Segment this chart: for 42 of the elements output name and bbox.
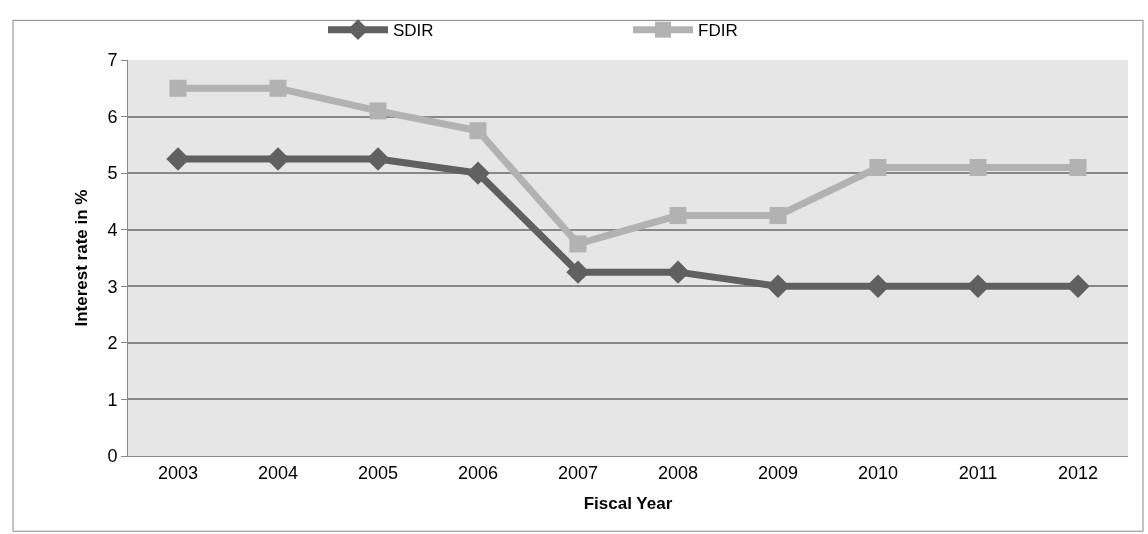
point <box>166 147 190 171</box>
point <box>869 158 887 176</box>
point <box>269 79 287 97</box>
point <box>266 147 290 171</box>
point <box>669 207 687 225</box>
point <box>969 158 987 176</box>
x-tick-label: 2007 <box>557 462 599 483</box>
x-tick-label: 2010 <box>857 462 899 483</box>
y-tick-label: 5 <box>107 163 118 184</box>
y-tick-label: 7 <box>107 50 118 71</box>
x-tick-label: 2003 <box>157 462 199 483</box>
point <box>566 260 590 284</box>
y-tick-label: 1 <box>107 389 118 410</box>
point <box>966 274 990 298</box>
x-tick-label: 2011 <box>958 462 998 483</box>
point <box>769 207 787 225</box>
y-tick-label: 6 <box>107 106 118 127</box>
point <box>169 79 187 97</box>
point <box>1069 158 1087 176</box>
x-tick-label: 2005 <box>357 462 399 483</box>
x-tick-label: 2004 <box>257 462 299 483</box>
point <box>1066 274 1090 298</box>
y-tick-label: 2 <box>107 333 118 354</box>
legend-label: FDIR <box>698 21 738 41</box>
x-tick-label: 2006 <box>457 462 499 483</box>
x-tick-label: 2009 <box>757 462 799 483</box>
x-tick-label: 2008 <box>657 462 699 483</box>
point <box>466 161 490 185</box>
point <box>369 102 387 120</box>
point <box>469 122 487 140</box>
x-tick-label: 2012 <box>1057 462 1099 483</box>
y-tick-label: 4 <box>107 220 118 241</box>
y-axis-title: Interest rate in % <box>71 189 91 327</box>
y-tick-label: 3 <box>107 276 118 297</box>
x-axis-title: Fiscal Year <box>583 494 673 513</box>
point <box>666 260 690 284</box>
point <box>569 235 587 253</box>
legend-label: SDIR <box>393 21 434 41</box>
y-tick-label: 0 <box>107 446 118 467</box>
point <box>866 274 890 298</box>
point <box>766 274 790 298</box>
point <box>366 147 390 171</box>
